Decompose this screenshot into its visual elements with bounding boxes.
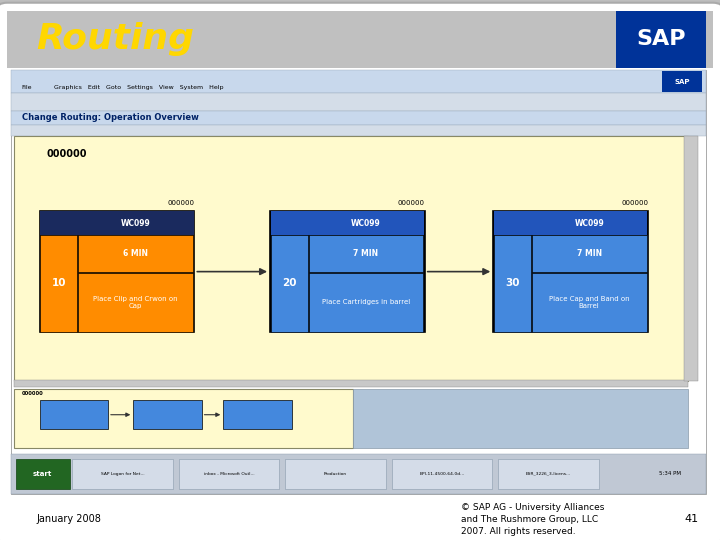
Text: Change Routing: Operation Overview: Change Routing: Operation Overview xyxy=(22,113,199,123)
Bar xyxy=(179,459,279,489)
Bar xyxy=(662,71,702,92)
Text: 000000: 000000 xyxy=(22,392,43,396)
Bar xyxy=(72,459,173,489)
Text: start: start xyxy=(33,471,52,477)
Bar xyxy=(271,211,424,235)
Text: 000000: 000000 xyxy=(167,200,194,206)
Text: 41: 41 xyxy=(684,515,698,524)
Text: 20: 20 xyxy=(282,279,297,288)
Bar xyxy=(270,211,425,332)
Text: 6 MIN: 6 MIN xyxy=(123,249,148,258)
Bar xyxy=(493,211,648,332)
Bar xyxy=(14,389,353,448)
FancyBboxPatch shape xyxy=(0,3,720,540)
Text: © SAP AG - University Alliances
and The Rushmore Group, LLC
2007. All rights res: © SAP AG - University Alliances and The … xyxy=(461,503,604,536)
Bar xyxy=(353,389,688,448)
Text: Place Cartridges in barrel: Place Cartridges in barrel xyxy=(322,299,410,305)
Text: 000000: 000000 xyxy=(47,149,87,159)
Bar xyxy=(309,235,423,272)
Bar xyxy=(498,459,599,489)
Bar xyxy=(684,136,698,381)
Bar xyxy=(11,70,706,93)
Text: inbox - Microsoft Outl...: inbox - Microsoft Outl... xyxy=(204,472,254,476)
Bar xyxy=(14,380,688,387)
Text: Production: Production xyxy=(324,472,347,476)
Bar xyxy=(616,11,706,68)
Bar xyxy=(11,70,706,494)
Text: WC099: WC099 xyxy=(575,219,604,228)
Bar xyxy=(532,273,647,332)
Bar xyxy=(223,400,292,429)
Text: January 2008: January 2008 xyxy=(36,515,101,524)
Bar xyxy=(494,211,647,235)
Text: 000000: 000000 xyxy=(397,200,425,206)
Text: 10: 10 xyxy=(52,279,66,288)
Bar xyxy=(271,235,308,332)
Bar xyxy=(40,211,194,332)
Bar xyxy=(14,136,688,381)
Text: SAP: SAP xyxy=(636,29,685,49)
Bar xyxy=(133,400,202,429)
Bar xyxy=(78,273,193,332)
Text: File: File xyxy=(22,85,32,90)
Text: Place Cap and Band on
Barrel: Place Cap and Band on Barrel xyxy=(549,295,629,309)
Bar xyxy=(7,11,713,68)
Text: 7 MIN: 7 MIN xyxy=(354,249,379,258)
Text: Routing: Routing xyxy=(36,22,194,56)
Text: Graphics   Edit   Goto   Settings   View   System   Help: Graphics Edit Goto Settings View System … xyxy=(54,85,223,90)
Bar xyxy=(11,454,706,494)
Bar xyxy=(11,93,706,111)
Bar xyxy=(40,235,78,332)
Text: 5:34 PM: 5:34 PM xyxy=(659,471,680,476)
Text: ESR_3226_3-licens...: ESR_3226_3-licens... xyxy=(526,472,571,476)
Text: BPI-11-4500-64-0d...: BPI-11-4500-64-0d... xyxy=(420,472,464,476)
Bar xyxy=(392,459,492,489)
Bar xyxy=(78,235,193,272)
Text: WC099: WC099 xyxy=(121,219,150,228)
Bar xyxy=(285,459,386,489)
Text: SAP: SAP xyxy=(674,78,690,85)
Bar xyxy=(40,400,108,429)
Bar xyxy=(16,459,70,489)
Bar xyxy=(494,235,531,332)
Bar xyxy=(309,273,423,332)
Text: WC099: WC099 xyxy=(351,219,381,228)
Text: 30: 30 xyxy=(505,279,520,288)
Bar xyxy=(11,111,706,125)
Bar xyxy=(40,211,194,235)
Text: Place Clip and Crwon on
Cap: Place Clip and Crwon on Cap xyxy=(94,295,178,309)
Text: SAP Logon for Net...: SAP Logon for Net... xyxy=(101,472,144,476)
Bar xyxy=(11,125,706,136)
Text: 7 MIN: 7 MIN xyxy=(577,249,602,258)
Bar xyxy=(532,235,647,272)
Text: 000000: 000000 xyxy=(621,200,648,206)
